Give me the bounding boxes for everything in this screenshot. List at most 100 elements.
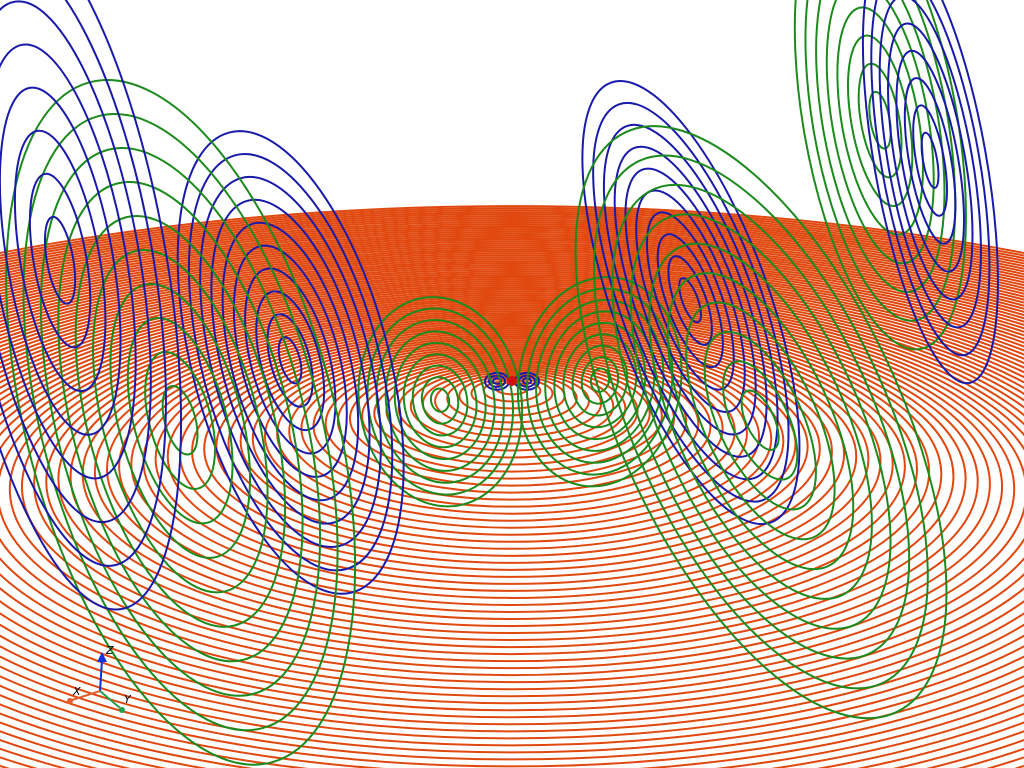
loop-line xyxy=(126,316,234,525)
orange-line xyxy=(0,250,1024,320)
orange-line xyxy=(0,274,1024,768)
loop-line xyxy=(429,387,451,413)
loop-line xyxy=(895,49,965,273)
loop-line xyxy=(580,356,620,405)
orange-line xyxy=(0,236,1024,298)
loop-line xyxy=(581,80,801,526)
orange-line xyxy=(0,240,1024,304)
orange-line xyxy=(0,217,1024,270)
orange-line xyxy=(0,260,1024,768)
loop-line xyxy=(667,255,713,346)
loop-line xyxy=(703,330,817,511)
orange-line xyxy=(0,207,1024,257)
loop-line xyxy=(57,180,304,663)
y-label: Y xyxy=(124,693,132,706)
orange-line xyxy=(8,302,1016,677)
loop-line xyxy=(847,34,914,208)
loop-line xyxy=(611,183,911,660)
orange-line xyxy=(0,280,1024,754)
orange-line xyxy=(57,310,967,649)
orange-line xyxy=(0,266,1024,768)
loop-line xyxy=(411,364,469,437)
orange-line xyxy=(0,219,1024,273)
orange-line xyxy=(0,242,1024,307)
orange-line xyxy=(0,290,1024,719)
orange-line xyxy=(20,304,1004,670)
loop-line xyxy=(199,175,382,548)
orange-line xyxy=(33,306,991,663)
loop-line xyxy=(266,313,314,408)
loop-line xyxy=(571,344,629,417)
orange-line xyxy=(0,296,1024,698)
orange-line xyxy=(227,337,797,550)
loop-line xyxy=(0,0,183,611)
loop-line xyxy=(920,131,940,189)
orange-line xyxy=(0,215,1024,268)
loop-line xyxy=(629,213,892,630)
orange-line xyxy=(0,298,1024,691)
orange-line xyxy=(0,276,1024,768)
orange-line xyxy=(0,262,1024,768)
orange-line xyxy=(0,221,1024,276)
orange-line xyxy=(0,252,1024,323)
orange-line xyxy=(0,286,1024,733)
loop-line xyxy=(562,333,638,429)
loop-line xyxy=(648,242,873,600)
loop-line xyxy=(28,172,92,349)
loop-line xyxy=(666,272,855,571)
orange-line xyxy=(324,353,700,494)
orange-line xyxy=(0,248,1024,317)
orange-line xyxy=(215,335,809,557)
orange-line xyxy=(0,205,1024,255)
orange-line xyxy=(0,292,1024,712)
loop-line xyxy=(0,43,137,480)
loop-line xyxy=(187,153,394,572)
orange-line xyxy=(130,321,894,606)
orange-line xyxy=(0,223,1024,279)
loop-line xyxy=(878,0,982,329)
z-axis xyxy=(99,659,103,692)
loop-line xyxy=(384,330,496,472)
loop-line xyxy=(656,233,724,369)
orange-line xyxy=(0,258,1024,768)
loop-line xyxy=(488,374,506,388)
loop-line xyxy=(574,125,948,720)
loop-line xyxy=(593,154,929,690)
orange-line xyxy=(0,254,1024,327)
loop-line xyxy=(357,296,524,508)
loop-line xyxy=(0,0,152,524)
orange-line xyxy=(106,318,918,620)
loop-line xyxy=(903,77,957,245)
orange-line xyxy=(0,256,1024,768)
loop-line xyxy=(685,301,836,541)
orange-line xyxy=(263,343,761,529)
loop-line xyxy=(722,360,799,481)
loop-line xyxy=(589,367,611,393)
orange-line xyxy=(0,213,1024,265)
loop-line xyxy=(815,0,946,294)
orange-line xyxy=(0,229,1024,287)
loop-line xyxy=(39,146,322,697)
orange-line xyxy=(0,282,1024,747)
orange-line xyxy=(409,367,615,445)
orange-line xyxy=(0,288,1024,726)
loop-line xyxy=(92,248,269,594)
loop-line xyxy=(861,0,999,385)
orange-line xyxy=(0,234,1024,295)
orange-line xyxy=(203,333,821,564)
x-arrow xyxy=(67,698,73,704)
loop-line xyxy=(375,318,505,484)
axes-triad: Z X Y xyxy=(67,644,132,713)
loop-line xyxy=(74,214,287,628)
orange-line xyxy=(0,211,1024,262)
orange-line xyxy=(166,327,858,585)
loop-line xyxy=(402,353,478,449)
x-axis xyxy=(71,690,101,701)
loop-line xyxy=(870,0,991,357)
loop-line xyxy=(678,277,702,324)
loop-line xyxy=(176,130,405,595)
orange-line xyxy=(0,278,1024,761)
orange-line xyxy=(0,300,1024,684)
